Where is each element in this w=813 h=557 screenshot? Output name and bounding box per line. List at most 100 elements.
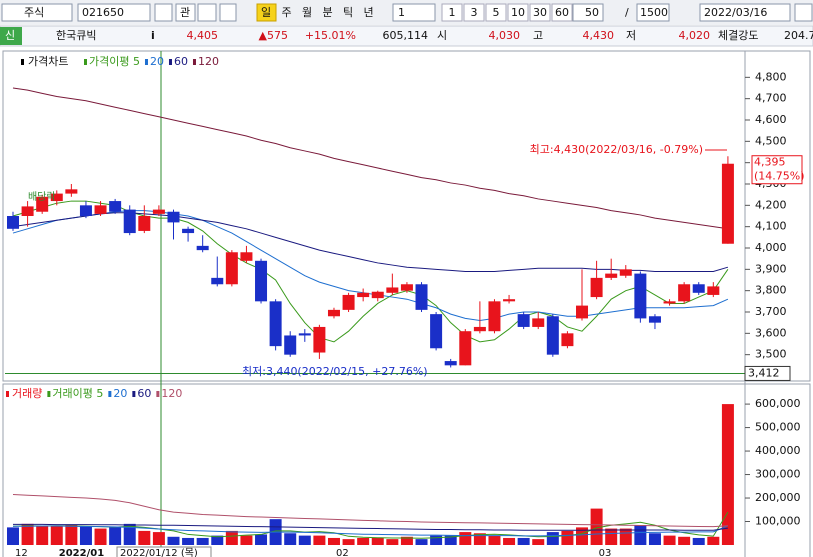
date: 2022/03/16 <box>704 6 767 19</box>
y-tick-label: 4,100 <box>755 220 787 233</box>
candle-body <box>255 260 268 302</box>
interval-button[interactable]: 30 <box>533 6 547 19</box>
period-button[interactable]: 일 <box>261 5 271 19</box>
total: 1500 <box>640 6 668 19</box>
info-icon[interactable]: i <box>151 29 155 42</box>
y-tick-label: 3,700 <box>755 305 787 318</box>
volume-bar <box>503 537 516 545</box>
open-label: 시 <box>437 29 447 42</box>
candle-body <box>371 291 384 299</box>
spin-button[interactable] <box>219 3 237 22</box>
strength: 204.7 <box>784 29 813 42</box>
legend-swatch <box>84 59 87 65</box>
legend-entry: 120 <box>161 387 182 400</box>
period-button[interactable]: 주 <box>282 6 292 19</box>
interval-box[interactable] <box>551 3 573 22</box>
icon-button[interactable] <box>794 3 813 22</box>
volume-bar <box>692 537 705 545</box>
interval-button[interactable]: 5 <box>493 6 500 19</box>
candle-body <box>721 163 734 244</box>
cursor-box <box>116 546 212 557</box>
candle-body <box>269 301 282 347</box>
interval-button[interactable]: 3 <box>471 6 478 19</box>
volume-bar <box>532 539 545 545</box>
candle-body <box>400 284 413 291</box>
volume-bar <box>357 537 370 545</box>
volume-bar <box>546 532 559 545</box>
volume-bar <box>444 535 457 545</box>
volume-bar <box>255 534 268 545</box>
legend-entry: 20 <box>113 387 127 400</box>
low-annotation: 최저:3,440(2022/02/15, +27.76%) <box>242 365 428 378</box>
period-button[interactable]: 분 <box>323 6 333 19</box>
icon-button[interactable] <box>197 3 217 22</box>
count-input[interactable] <box>572 3 604 22</box>
market-select[interactable] <box>1 3 73 22</box>
period-button[interactable]: 년 <box>364 6 374 19</box>
legend-swatch <box>6 391 9 397</box>
marker-box <box>744 365 791 381</box>
volume-bar <box>7 527 19 545</box>
candle-body <box>619 269 632 276</box>
y-tick-label: 400,000 <box>755 444 801 457</box>
unit-select[interactable] <box>392 3 436 22</box>
legend-swatch <box>108 391 112 397</box>
candle-body <box>225 252 238 285</box>
legend-swatch <box>168 59 172 65</box>
interval-box[interactable] <box>441 3 463 22</box>
volume-average <box>13 523 728 531</box>
candle-body <box>430 314 443 349</box>
search-button[interactable] <box>154 3 173 22</box>
legend-swatch <box>132 391 136 397</box>
candle-body <box>444 361 457 366</box>
volume-bar <box>240 535 253 545</box>
volume-bar <box>79 526 92 545</box>
interval-button[interactable]: 10 <box>511 6 525 19</box>
volume-bar <box>678 536 691 545</box>
y-tick-label: 4,500 <box>755 134 787 147</box>
period-button[interactable]: 월 <box>302 6 312 19</box>
volume-bar <box>663 535 676 545</box>
dividend-annotation: 배당락 <box>28 191 56 203</box>
total-input[interactable] <box>636 3 670 22</box>
candle-body <box>357 292 370 298</box>
current-box <box>751 155 803 185</box>
volume-bar <box>138 530 151 545</box>
open: 4,030 <box>489 29 521 42</box>
volume-bar <box>590 508 603 545</box>
legend-swatch <box>144 59 148 65</box>
volume-bar <box>65 525 78 545</box>
volume-bar <box>517 537 530 545</box>
interval-box[interactable] <box>485 3 507 22</box>
candle-body <box>503 299 516 302</box>
code: 021650 <box>82 6 124 19</box>
y-tick-label: 4,200 <box>755 198 787 211</box>
candle-body <box>240 252 253 261</box>
x-tick-label: 02 <box>336 548 349 557</box>
code-input[interactable] <box>77 3 151 22</box>
interval-button[interactable]: 60 <box>555 6 569 19</box>
volume-bar <box>225 530 238 545</box>
count: 50 <box>585 6 599 19</box>
y-tick-label: 4,800 <box>755 70 787 83</box>
interval-button[interactable]: 1 <box>449 6 456 19</box>
interval-box[interactable] <box>463 3 485 22</box>
volume-average <box>13 525 729 537</box>
volume-bar <box>36 526 49 545</box>
interval-box[interactable] <box>529 3 551 22</box>
volume-bar <box>415 539 428 545</box>
interval-box[interactable] <box>507 3 529 22</box>
candle-body <box>473 326 486 332</box>
candle-body <box>692 284 705 293</box>
candle-body <box>109 201 122 212</box>
view-button[interactable] <box>175 3 196 22</box>
cursor-label: 2022/01/12 (목) <box>120 547 198 557</box>
marker-label: 3,412 <box>748 366 780 379</box>
date-select[interactable] <box>699 3 791 22</box>
price-panel <box>2 50 811 382</box>
period-button[interactable]: 틱 <box>343 6 353 19</box>
volume-bar <box>634 525 647 545</box>
volume-bar <box>50 526 63 545</box>
legend-swatch <box>47 391 51 397</box>
